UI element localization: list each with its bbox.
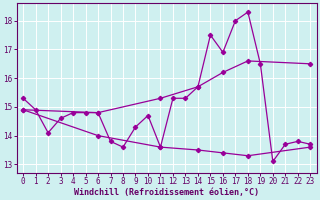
X-axis label: Windchill (Refroidissement éolien,°C): Windchill (Refroidissement éolien,°C): [74, 188, 259, 197]
